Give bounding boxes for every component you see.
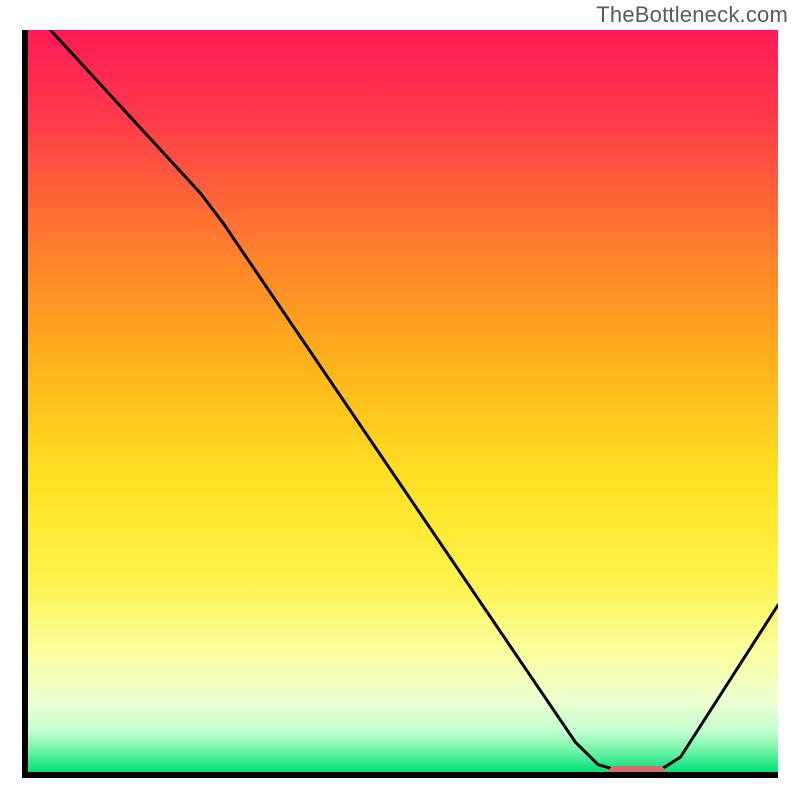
bottleneck-curve bbox=[28, 30, 778, 772]
watermark-text: TheBottleneck.com bbox=[596, 2, 788, 28]
plot-area bbox=[22, 30, 778, 778]
optimal-marker bbox=[607, 766, 666, 778]
bottleneck-chart: TheBottleneck.com bbox=[0, 0, 800, 800]
curve-polyline bbox=[51, 30, 778, 771]
